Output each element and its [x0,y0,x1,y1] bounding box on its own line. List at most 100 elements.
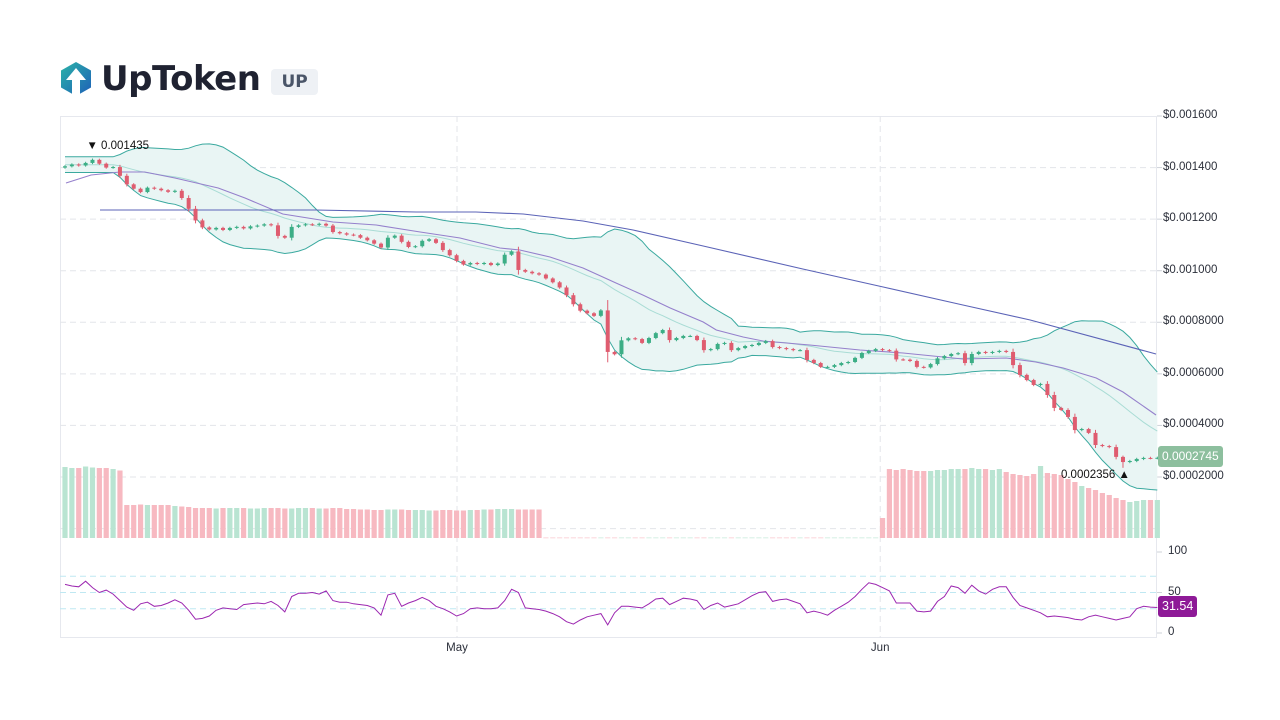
volume-bar [508,509,515,538]
volume-bar [639,537,645,539]
candle-body [447,250,452,256]
candle-body [660,330,665,334]
volume-bar [735,537,741,539]
volume-bar [474,510,480,538]
rsi-axis-label: 0 [1168,626,1175,638]
candle-body [784,348,789,350]
volume-bar [220,508,226,538]
volume-bar [275,508,281,538]
price-axis-label: $0.001000 [1163,263,1218,276]
volume-bar [591,537,597,539]
candle-body [605,310,610,352]
volume-bar [612,537,618,539]
candle-body [523,269,528,272]
candle-body [399,235,404,242]
candle-body [543,274,548,279]
candle-body [825,366,830,368]
ma_short-line [65,171,1157,416]
volume-bar [941,470,947,538]
candle-body [76,164,81,166]
candle-body [221,227,226,230]
candle-body [166,190,171,192]
volume-bar [179,506,185,538]
candle-body [763,341,768,343]
volume-bar [914,471,920,538]
volume-bar [467,510,473,538]
volume-bar [522,509,528,538]
volume-bar [962,469,968,538]
rsi-line [64,580,1158,626]
candle-body [186,197,191,209]
volume-bar [928,471,934,538]
candle-body [440,242,445,251]
volume-bar [412,510,418,538]
candle-body [619,340,624,355]
candle-body [708,349,713,351]
candle-body [928,364,933,368]
candle-body [674,338,679,341]
candle-body [248,226,253,229]
volume-bar [453,510,460,538]
volume-bar [715,537,721,539]
price-axis-label: $0.001200 [1163,212,1218,225]
candle-body [1120,456,1125,463]
candle-body [935,358,940,365]
volume-bar [357,509,364,538]
candle-body [1155,457,1160,459]
candle-body [1024,374,1029,381]
candle-body [282,235,287,238]
candle-body [111,167,116,169]
token-title: UpToken [101,59,261,99]
volume-bar [1113,498,1119,538]
candle-body [1045,383,1050,396]
volume-bar [1099,493,1105,538]
candle-body [756,342,761,345]
volume-bar [350,509,357,538]
volume-bar [405,510,412,538]
volume-bar [1051,474,1057,538]
candle-body [475,262,480,265]
candle-body [420,240,425,247]
volume-bar [721,537,728,539]
ma_long-line [100,209,1157,355]
candle-body [839,363,844,366]
candle-body [770,341,775,348]
candle-body [557,282,562,288]
candle-body [117,167,122,176]
candle-body [1066,409,1071,417]
candle-body [962,353,967,364]
volume-bar [213,508,219,538]
volume-bar [770,537,776,539]
candle-body [1134,458,1139,462]
candle-body [269,224,274,226]
volume-bar [316,508,322,538]
candle-body [200,220,205,228]
candle-body [303,224,308,226]
volume-bar [584,537,590,539]
volume-bar [1079,486,1085,538]
volume-bar [701,537,707,539]
candle-body [337,232,342,234]
volume-bar [385,509,391,538]
candle-body [131,184,136,189]
volume-bar [687,537,693,539]
candle-body [207,227,212,230]
candle-body [640,339,645,343]
candle-body [179,190,184,198]
volume-bar [852,537,858,539]
volume-bar [117,470,123,538]
candle-body [509,251,514,255]
candle-body [997,350,1002,352]
candle-body [1100,445,1105,447]
volume-bar [797,537,803,539]
volume-bar [344,509,350,538]
candle-body [921,366,926,368]
volume-bar [172,506,178,538]
candle-body [344,233,349,235]
candle-body [90,159,95,163]
volume-bar [557,537,563,539]
candle-body [866,350,871,353]
price-axis-label: $0.001400 [1163,160,1218,173]
candle-body [227,227,232,230]
